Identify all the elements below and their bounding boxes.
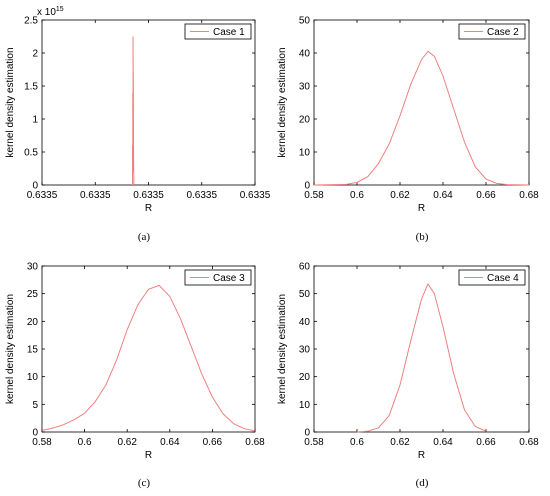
y-axis-label: kernel density estimation [5,294,16,404]
legend-label: Case 2 [487,27,519,38]
x-tick-label: 0.66 [476,437,496,448]
x-tick-label: 0.58 [32,437,52,448]
axes-box [41,19,256,186]
legend-box [184,23,252,40]
x-tick-label: 0.6 [350,437,364,448]
y-tick-label: 50 [299,16,311,27]
y-tick-label: 20 [299,115,311,126]
panel-caption: (a) [138,231,151,243]
y-tick-label: 2.5 [24,16,38,27]
x-axis-label: R [418,203,425,214]
y-tick-label: 0 [304,181,310,192]
y-multiplier-exponent: 15 [56,6,64,13]
y-axis-label: kernel density estimation [277,294,288,404]
y-axis-label: kernel density estimation [277,47,288,157]
y-tick-label: 1 [32,115,38,126]
chart-1: 0.6335 0.6335 0.6335 0.6335 0.633500.511.522… [5,6,271,243]
x-tick-label: 0.62 [390,437,410,448]
axes-box [41,265,256,433]
y-tick-label: 20 [27,317,39,328]
y-tick-label: 10 [27,372,39,383]
chart-4: 0.58 0.6 0.62 0.64 0.66 0.68 0 10 20 30 40 50 60 Rker… [277,262,539,490]
y-tick-label: 50 [299,289,311,300]
x-tick-label: 0.64 [160,437,180,448]
panel-caption: (b) [416,231,429,243]
axes-box [313,19,530,186]
x-axis-label: R [145,203,152,214]
x-tick-label: 0.62 [117,437,137,448]
y-axis-label: kernel density estimation [5,47,16,157]
y-tick-label: 2 [32,49,38,60]
legend-label: Case 3 [213,273,245,284]
x-tick-label: 0.66 [476,190,496,201]
y-tick-label: 0 [32,181,38,192]
legend-box [184,269,252,286]
y-tick-label: 20 [299,372,311,383]
chart-3: 0.58 0.6 0.62 0.64 0.66 0.68 0 5 10 15 20 25 30 Rkern… [5,262,265,490]
x-tick-label: 0.66 [203,437,223,448]
x-tick-label: 0.64 [433,190,453,201]
y-tick-label: 60 [299,262,311,273]
y-tick-label: 30 [27,262,39,273]
x-tick-label: 0.6 [78,437,92,448]
x-tick-label: 0.6335 [27,190,58,201]
x-tick-label: 0.68 [519,437,539,448]
y-tick-label: 10 [299,400,311,411]
legend-label: Case 4 [487,273,519,284]
series-line-case-4 [356,282,487,433]
x-axis-label: R [145,450,152,461]
y-tick-label: 0 [304,428,310,439]
x-tick-label: 0.68 [245,437,265,448]
chart-2: 0.58 0.6 0.62 0.64 0.66 0.68 0 10 20 30 40 50 Rkerne… [277,16,539,244]
y-tick-label: 10 [299,148,311,159]
legend-box [458,269,526,286]
x-tick-label: 0.6 [350,190,364,201]
panel-caption: (c) [138,477,151,489]
y-tick-label: 1.5 [24,82,38,93]
panel-caption: (d) [416,477,429,489]
x-tick-label: 0.6335 [133,190,164,201]
x-tick-label: 0.6335 [186,190,217,201]
legend-box [458,23,526,40]
x-axis-label: R [418,450,425,461]
x-tick-label: 0.64 [433,437,453,448]
x-tick-label: 0.68 [519,190,539,201]
series-line-case-3 [41,284,256,432]
legend-label: Case 1 [213,27,245,38]
y-multiplier: x 1015 [37,6,64,18]
x-tick-label: 0.58 [304,190,324,201]
y-tick-label: 30 [299,345,311,356]
y-tick-label: 30 [299,82,311,93]
series-line-case-2 [313,50,530,186]
x-tick-label: 0.62 [390,190,410,201]
y-tick-label: 0.5 [24,148,38,159]
axes-box [313,265,530,433]
y-tick-label: 40 [299,49,311,60]
x-tick-label: 0.6335 [240,190,271,201]
x-tick-label: 0.58 [304,437,324,448]
series-line-case-1 [132,36,135,186]
y-tick-label: 5 [32,400,38,411]
y-tick-label: 40 [299,317,311,328]
y-tick-label: 25 [27,289,39,300]
y-tick-label: 0 [32,428,38,439]
x-tick-label: 0.6335 [80,190,111,201]
y-tick-label: 15 [27,345,39,356]
